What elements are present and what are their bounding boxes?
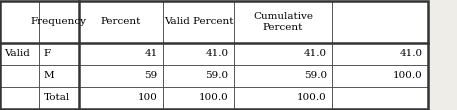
Bar — [332, 43, 428, 65]
Bar — [332, 87, 428, 109]
Text: 59.0: 59.0 — [303, 71, 327, 80]
Bar — [163, 1, 234, 43]
Bar — [234, 1, 332, 43]
Text: M: M — [43, 71, 54, 80]
Text: Valid: Valid — [5, 49, 31, 58]
Text: Cumulative
Percent: Cumulative Percent — [253, 12, 313, 32]
Text: 59: 59 — [144, 71, 158, 80]
Bar — [0, 43, 39, 65]
Bar — [79, 87, 163, 109]
Bar — [79, 43, 163, 65]
Bar — [0, 87, 39, 109]
Bar — [163, 87, 234, 109]
Text: Valid Percent: Valid Percent — [164, 17, 234, 27]
Text: 41: 41 — [144, 49, 158, 58]
Bar — [234, 43, 332, 65]
Bar — [163, 65, 234, 87]
Bar — [39, 1, 79, 43]
Bar — [0, 65, 39, 87]
Text: Frequency: Frequency — [31, 17, 87, 27]
Bar — [39, 65, 79, 87]
Text: 41.0: 41.0 — [205, 49, 228, 58]
Bar — [0, 1, 39, 43]
Text: 100: 100 — [138, 93, 158, 102]
Bar — [79, 65, 163, 87]
Text: Percent: Percent — [101, 17, 141, 27]
Bar — [79, 1, 163, 43]
Text: 41.0: 41.0 — [303, 49, 327, 58]
Text: 100.0: 100.0 — [393, 71, 423, 80]
Bar — [332, 65, 428, 87]
Text: 59.0: 59.0 — [205, 71, 228, 80]
Text: 100.0: 100.0 — [297, 93, 327, 102]
Bar — [39, 87, 79, 109]
Text: F: F — [43, 49, 51, 58]
Text: 41.0: 41.0 — [399, 49, 423, 58]
Bar — [332, 1, 428, 43]
Text: 100.0: 100.0 — [199, 93, 228, 102]
Bar — [163, 43, 234, 65]
Text: Total: Total — [43, 93, 69, 102]
Bar — [39, 43, 79, 65]
Bar — [234, 87, 332, 109]
Bar — [234, 65, 332, 87]
